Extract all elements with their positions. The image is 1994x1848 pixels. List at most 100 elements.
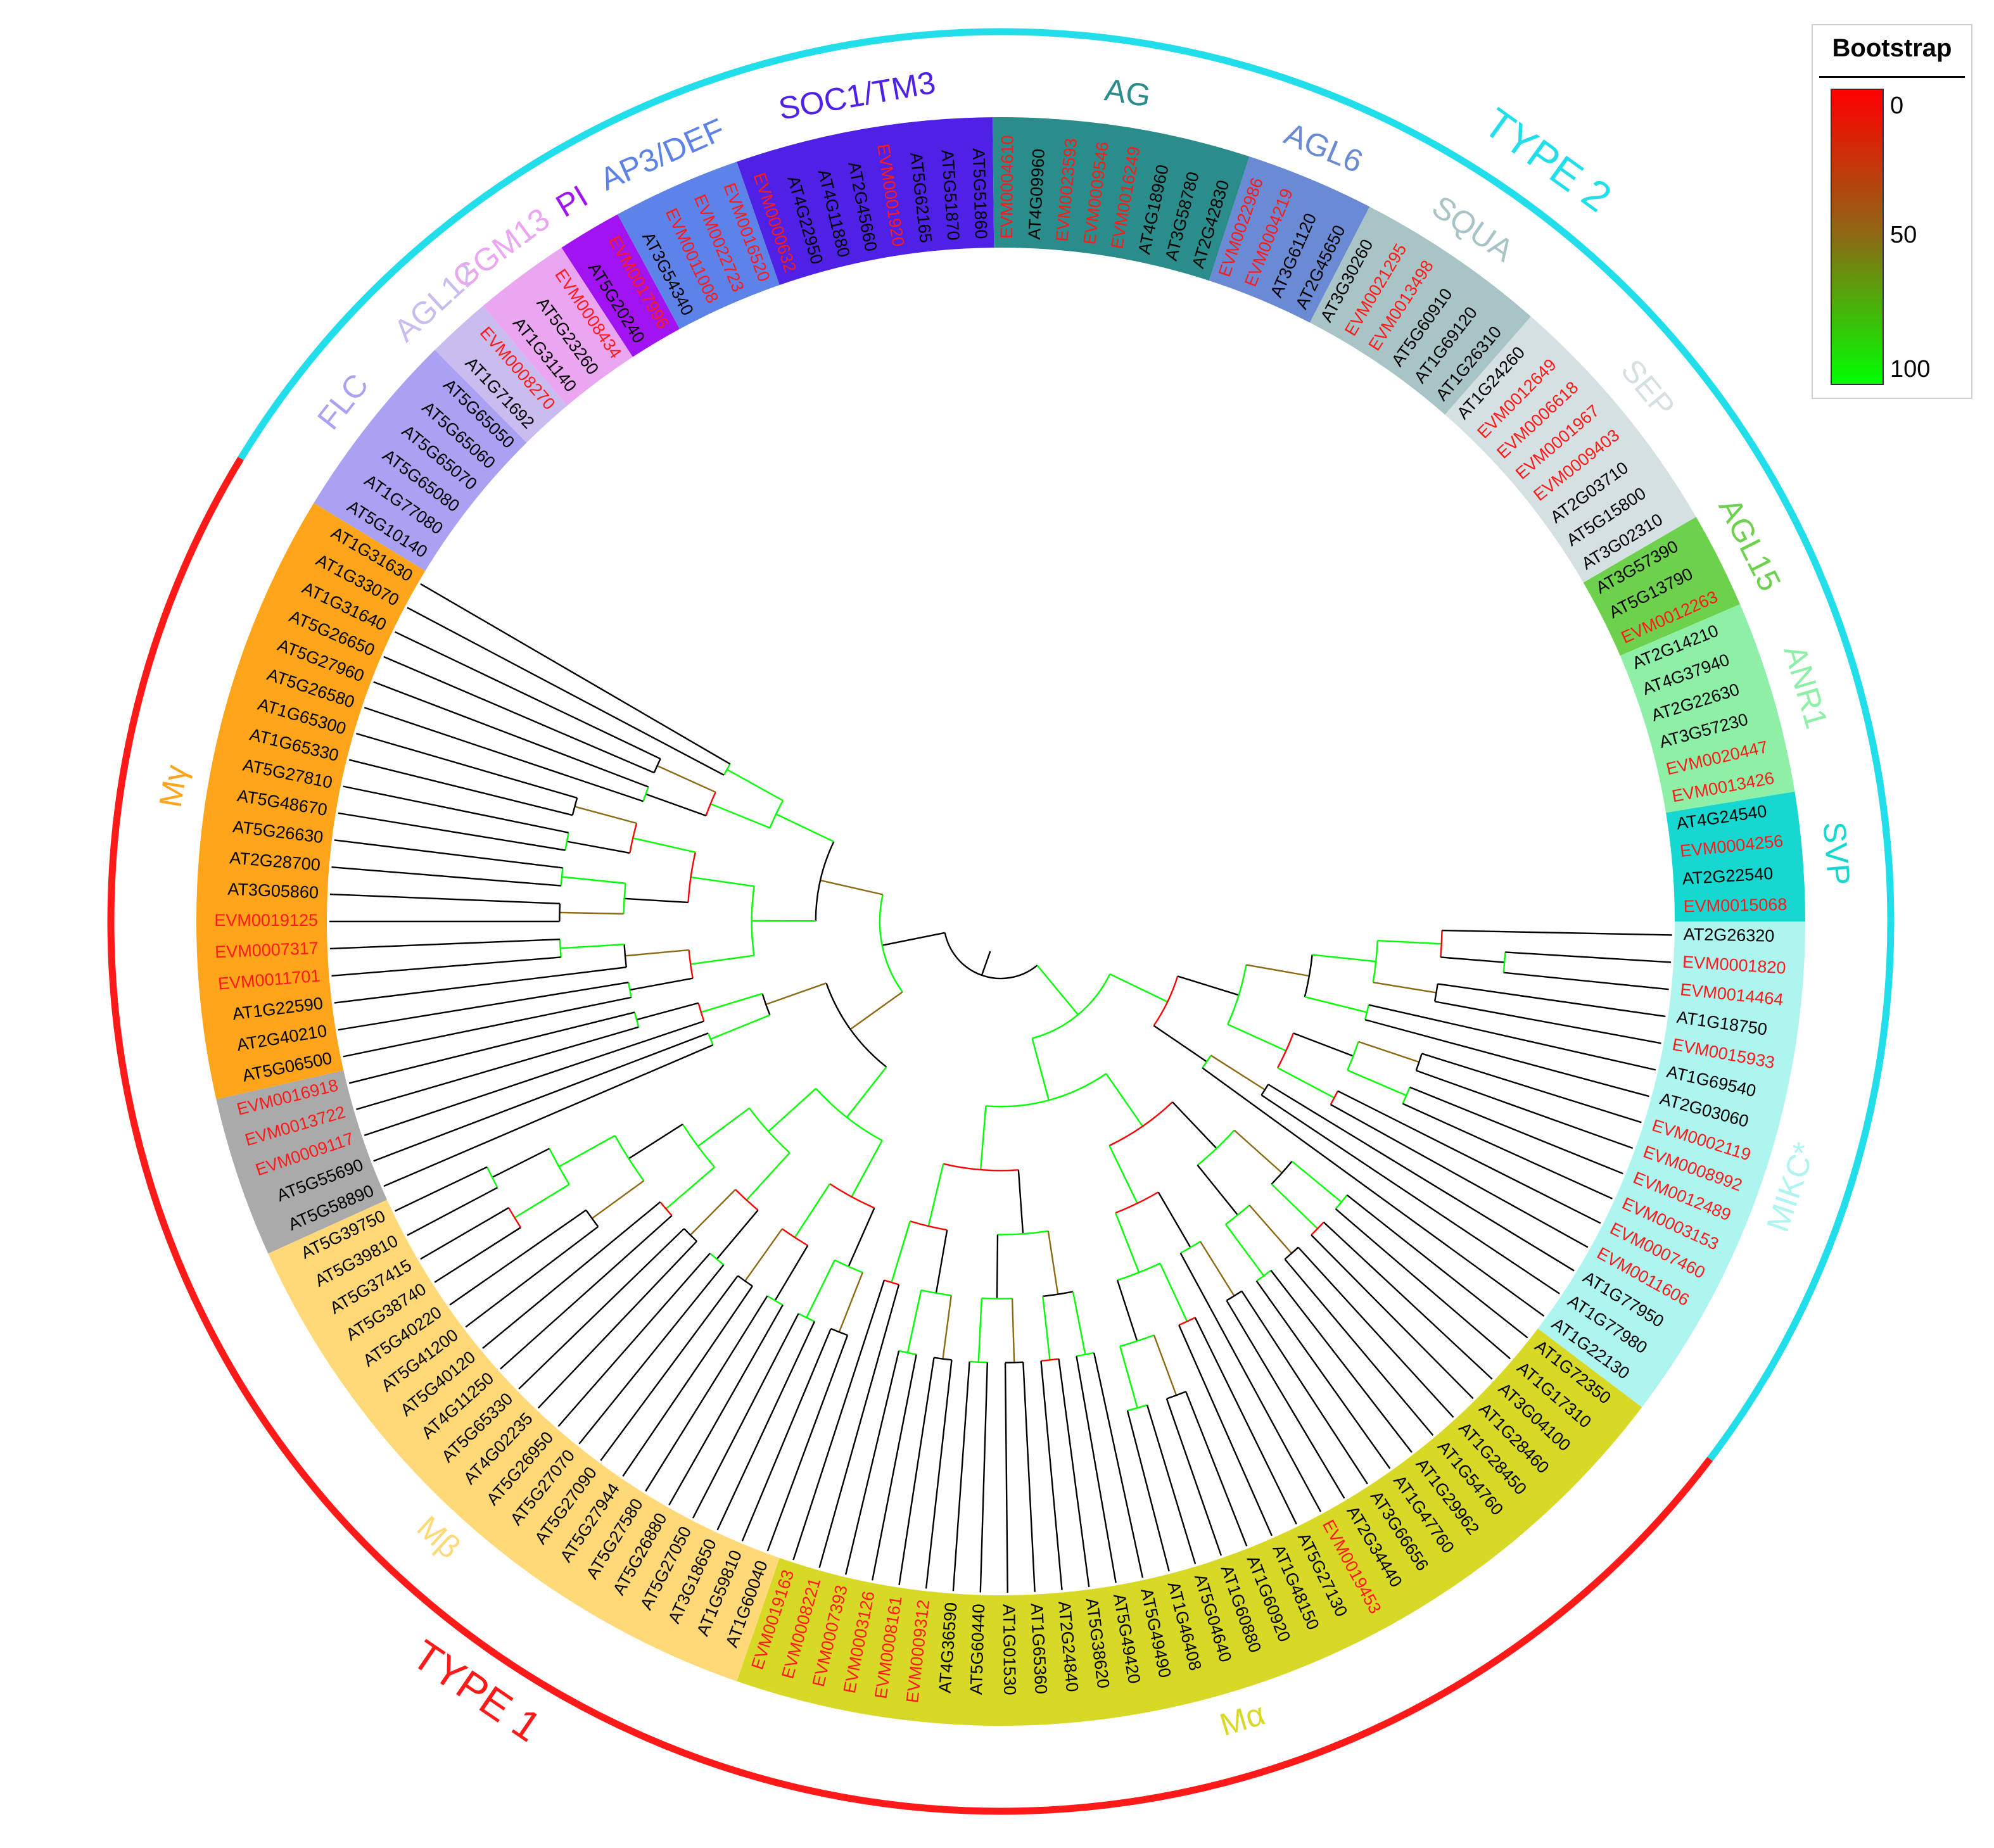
- branch-edge: [329, 939, 560, 950]
- branch-edge: [925, 1360, 953, 1589]
- branch-arc: [1502, 952, 1506, 973]
- band-flc: [314, 350, 527, 571]
- branch-edge: [846, 1066, 887, 1118]
- branch-edge: [1040, 1360, 1063, 1590]
- band-ag: [993, 117, 1250, 281]
- branch-edge: [1241, 1290, 1368, 1484]
- branch-edge: [600, 1275, 739, 1461]
- branch-arc: [1261, 1084, 1269, 1096]
- legend-title: Bootstrap: [1832, 34, 1952, 62]
- branch-edge: [690, 954, 754, 965]
- branch-edge: [1335, 1208, 1511, 1360]
- leaf-label: EVM0004610: [997, 135, 1017, 239]
- branch-arc: [815, 841, 835, 921]
- branch-edge: [1004, 1362, 1008, 1593]
- branch-arc: [1372, 940, 1378, 983]
- branch-arc: [944, 932, 1038, 980]
- branch-edge: [1153, 1025, 1207, 1063]
- branch-edge: [1108, 1145, 1138, 1204]
- group-label-m: Mγ: [153, 763, 194, 810]
- branch-edge: [882, 932, 946, 946]
- branch-arc: [1153, 976, 1179, 1027]
- branch-arc: [1108, 1101, 1173, 1147]
- branch-edge: [665, 1167, 715, 1210]
- branch-edge: [383, 655, 655, 774]
- branch-edge: [1277, 1067, 1335, 1099]
- branch-edge: [1347, 1069, 1407, 1096]
- branch-arc: [549, 1148, 570, 1185]
- branch-arc: [830, 1327, 848, 1336]
- branch-edge: [625, 949, 689, 957]
- branch-edge: [1248, 1205, 1293, 1254]
- branch-edge: [838, 1272, 864, 1332]
- branch-arc: [997, 1230, 1049, 1236]
- branch-arc: [1178, 1317, 1196, 1326]
- branch-edge: [561, 876, 626, 884]
- group-label-anr1: ANR1: [1777, 642, 1834, 733]
- branch-edge: [1109, 973, 1168, 1003]
- band-agl15: [1583, 517, 1741, 656]
- branch-edge: [1267, 1084, 1575, 1272]
- branch-arc: [986, 1073, 1107, 1108]
- branch-arc: [825, 982, 887, 1068]
- band-m: [737, 1328, 1642, 1726]
- legend-gradient-bar: [1831, 89, 1884, 385]
- branch-edge: [645, 793, 707, 817]
- branch-edge: [977, 1298, 983, 1362]
- band-sep: [1445, 316, 1696, 583]
- branch-edge: [1227, 1023, 1286, 1052]
- branch-edge: [927, 1163, 944, 1227]
- branch-edge: [343, 785, 569, 833]
- branch-arc: [508, 1207, 522, 1228]
- branch-arc: [1335, 1194, 1348, 1210]
- branch-arc: [1440, 930, 1443, 958]
- branch-edge: [1022, 1362, 1036, 1592]
- branch-edge: [849, 991, 903, 1030]
- branch-edge: [690, 876, 754, 887]
- branch-edge: [364, 1020, 704, 1136]
- branch-edge: [1226, 1300, 1345, 1499]
- branch-arc: [623, 883, 626, 914]
- leaf-label: EVM0019125: [214, 911, 318, 930]
- branch-edge: [558, 1135, 616, 1168]
- band-m: [268, 1199, 780, 1681]
- branch-edge: [1200, 1241, 1235, 1296]
- branch-edge: [334, 839, 563, 869]
- leaf-label: AT4G09960: [1025, 148, 1048, 240]
- branch-arc: [659, 1201, 673, 1217]
- legend-divider: [1819, 76, 1965, 78]
- branch-arc: [1197, 1129, 1235, 1166]
- branch-edge: [774, 1245, 809, 1301]
- branch-edge: [996, 1234, 999, 1299]
- branch-edge: [690, 1189, 736, 1236]
- branch-edge: [1291, 1160, 1342, 1203]
- branch-arc: [1225, 1205, 1250, 1225]
- branch-edge: [766, 1334, 849, 1552]
- branch-edge: [1346, 1194, 1528, 1339]
- branch-arc: [687, 852, 696, 903]
- branch-edge: [356, 1026, 639, 1110]
- band-unassigned: [216, 1070, 387, 1254]
- branch-edge: [979, 1362, 989, 1593]
- branch-edge: [727, 768, 784, 802]
- branch-edge: [1364, 1018, 1649, 1098]
- branch-arc: [934, 1357, 952, 1361]
- branch-edge: [578, 1264, 725, 1445]
- branch-arc: [834, 1259, 863, 1274]
- branch-edge: [1031, 1038, 1050, 1101]
- branch-edge: [1146, 1405, 1197, 1564]
- branch-edge: [1409, 1086, 1623, 1175]
- type-label-type-2: TYPE 2: [1476, 99, 1620, 221]
- branch-edge: [1011, 1298, 1015, 1363]
- branch-edge: [373, 1032, 709, 1162]
- branch-edge: [566, 840, 630, 854]
- branch-edge: [1304, 996, 1368, 1013]
- branch-edge: [373, 681, 649, 788]
- branch-edge: [1312, 954, 1376, 963]
- branch-edge: [1293, 1032, 1354, 1057]
- branch-edge: [465, 1225, 599, 1328]
- branch-edge: [420, 1207, 509, 1260]
- branch-edge: [1157, 1191, 1191, 1248]
- type2-arc: [238, 28, 1895, 922]
- type2-arc-mikc: [1707, 921, 1895, 1462]
